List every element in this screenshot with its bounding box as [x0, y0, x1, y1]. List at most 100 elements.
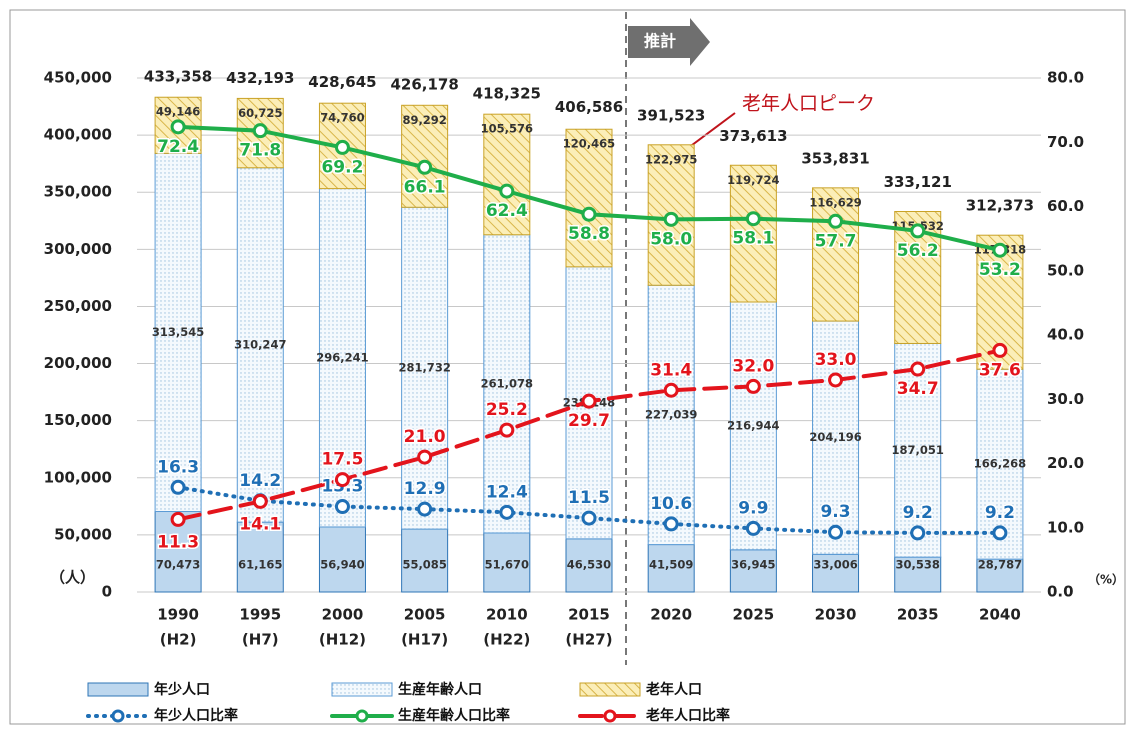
y2-tick-label: 0.0 — [1047, 583, 1074, 601]
segment-label: 56,940 — [320, 558, 364, 572]
segment-label: 119,724 — [727, 173, 779, 187]
line-marker — [334, 472, 350, 488]
line-marker — [828, 213, 844, 229]
line-value-label: 56.2 — [897, 241, 939, 261]
segment-label: 166,268 — [974, 457, 1026, 471]
y-tick-label: 0 — [102, 583, 112, 601]
line-value-label: 9.3 — [820, 502, 850, 522]
line-value-label: 9.2 — [903, 503, 933, 523]
y2-tick-label: 60.0 — [1047, 197, 1084, 215]
segment-label: 122,975 — [645, 152, 697, 166]
line-marker — [581, 393, 597, 409]
bar-segment — [565, 538, 613, 593]
line-value-label: 53.2 — [979, 260, 1021, 280]
line-marker — [910, 361, 926, 377]
bar-segment — [729, 301, 777, 551]
line-value-label: 9.2 — [985, 503, 1015, 523]
segment-label: 296,241 — [316, 350, 368, 364]
line-value-label: 14.2 — [239, 471, 281, 491]
line-marker — [828, 372, 844, 388]
total-label: 428,645 — [308, 73, 376, 91]
total-label: 433,358 — [144, 68, 212, 86]
projection-arrow — [628, 18, 710, 66]
total-label: 391,523 — [637, 106, 705, 124]
bar-segment — [318, 526, 366, 593]
segment-label: 33,006 — [813, 558, 857, 572]
legend-marker — [111, 709, 125, 723]
x-tick-label: 2025 — [732, 606, 774, 624]
y2-tick-label: 20.0 — [1047, 454, 1084, 472]
line-value-label: 12.4 — [486, 482, 528, 502]
x-tick-label: 2015 — [568, 606, 610, 624]
y-unit: （人） — [50, 569, 95, 587]
segment-label: 51,670 — [485, 558, 529, 572]
line-value-label: 11.3 — [157, 532, 199, 552]
total-label: 406,586 — [555, 98, 623, 116]
line-value-label: 71.8 — [239, 141, 281, 161]
line-marker — [745, 378, 761, 394]
line-marker — [170, 119, 186, 135]
bar-segment — [318, 188, 366, 528]
x-tick-label: 2030 — [815, 606, 857, 624]
bar-segment — [565, 128, 613, 268]
line-value-label: 72.4 — [157, 137, 199, 157]
line-value-label: 34.7 — [897, 379, 939, 399]
bar-segment — [729, 164, 777, 303]
segment-label: 187,051 — [892, 443, 944, 457]
legend-swatch — [331, 682, 393, 697]
x-tick-label: 2000 — [322, 606, 364, 624]
x-tick-label: 2020 — [650, 606, 692, 624]
y2-tick-label: 80.0 — [1047, 69, 1084, 87]
y-tick-label: 100,000 — [44, 468, 112, 486]
line-marker — [745, 520, 761, 536]
segment-label: 120,465 — [563, 137, 615, 151]
y2-tick-label: 10.0 — [1047, 518, 1084, 536]
y-tick-label: 400,000 — [44, 126, 112, 144]
y-tick-label: 300,000 — [44, 240, 112, 258]
line-value-label: 33.0 — [815, 350, 857, 370]
bar-segment — [647, 284, 695, 546]
line-value-label: 12.9 — [404, 479, 446, 499]
line-value-label: 32.0 — [732, 356, 774, 376]
line-marker — [992, 525, 1008, 541]
line-marker — [828, 524, 844, 540]
legend-label: 老年人口比率 — [646, 707, 730, 724]
y2-tick-label: 50.0 — [1047, 261, 1084, 279]
line-marker — [499, 504, 515, 520]
segment-label: 313,545 — [152, 325, 204, 339]
x-tick-label: 1990 — [157, 606, 199, 624]
bar-segment — [812, 187, 860, 322]
legend-marker — [355, 709, 369, 723]
bar-segment — [483, 532, 531, 593]
line-value-label: 58.8 — [568, 224, 610, 244]
total-label: 312,373 — [966, 197, 1034, 215]
x-tick-sublabel: (H12) — [319, 631, 366, 649]
line-marker — [252, 493, 268, 509]
line-marker — [170, 511, 186, 527]
x-tick-label: 2040 — [979, 606, 1021, 624]
x-tick-sublabel: (H2) — [160, 631, 197, 649]
segment-label: 49,146 — [156, 105, 200, 119]
legend-swatch — [579, 682, 641, 697]
line-marker — [417, 501, 433, 517]
y2-tick-label: 40.0 — [1047, 326, 1084, 344]
legend-label: 年少人口 — [154, 681, 210, 698]
line-value-label: 69.2 — [321, 157, 363, 177]
line-marker — [499, 183, 515, 199]
y-tick-label: 50,000 — [54, 525, 112, 543]
line-marker — [334, 139, 350, 155]
legend-marker — [603, 709, 617, 723]
line-marker — [992, 242, 1008, 258]
line-marker — [745, 211, 761, 227]
segment-label: 30,538 — [896, 558, 940, 572]
line-value-label: 9.9 — [738, 498, 768, 518]
segment-label: 116,629 — [809, 195, 861, 209]
line-value-label: 31.4 — [650, 360, 692, 380]
line-value-label: 25.2 — [486, 400, 528, 420]
line-value-label: 10.6 — [650, 494, 692, 514]
line-value-label: 62.4 — [486, 201, 528, 221]
bar-segment — [812, 320, 860, 555]
total-label: 418,325 — [473, 85, 541, 103]
y-tick-label: 200,000 — [44, 354, 112, 372]
